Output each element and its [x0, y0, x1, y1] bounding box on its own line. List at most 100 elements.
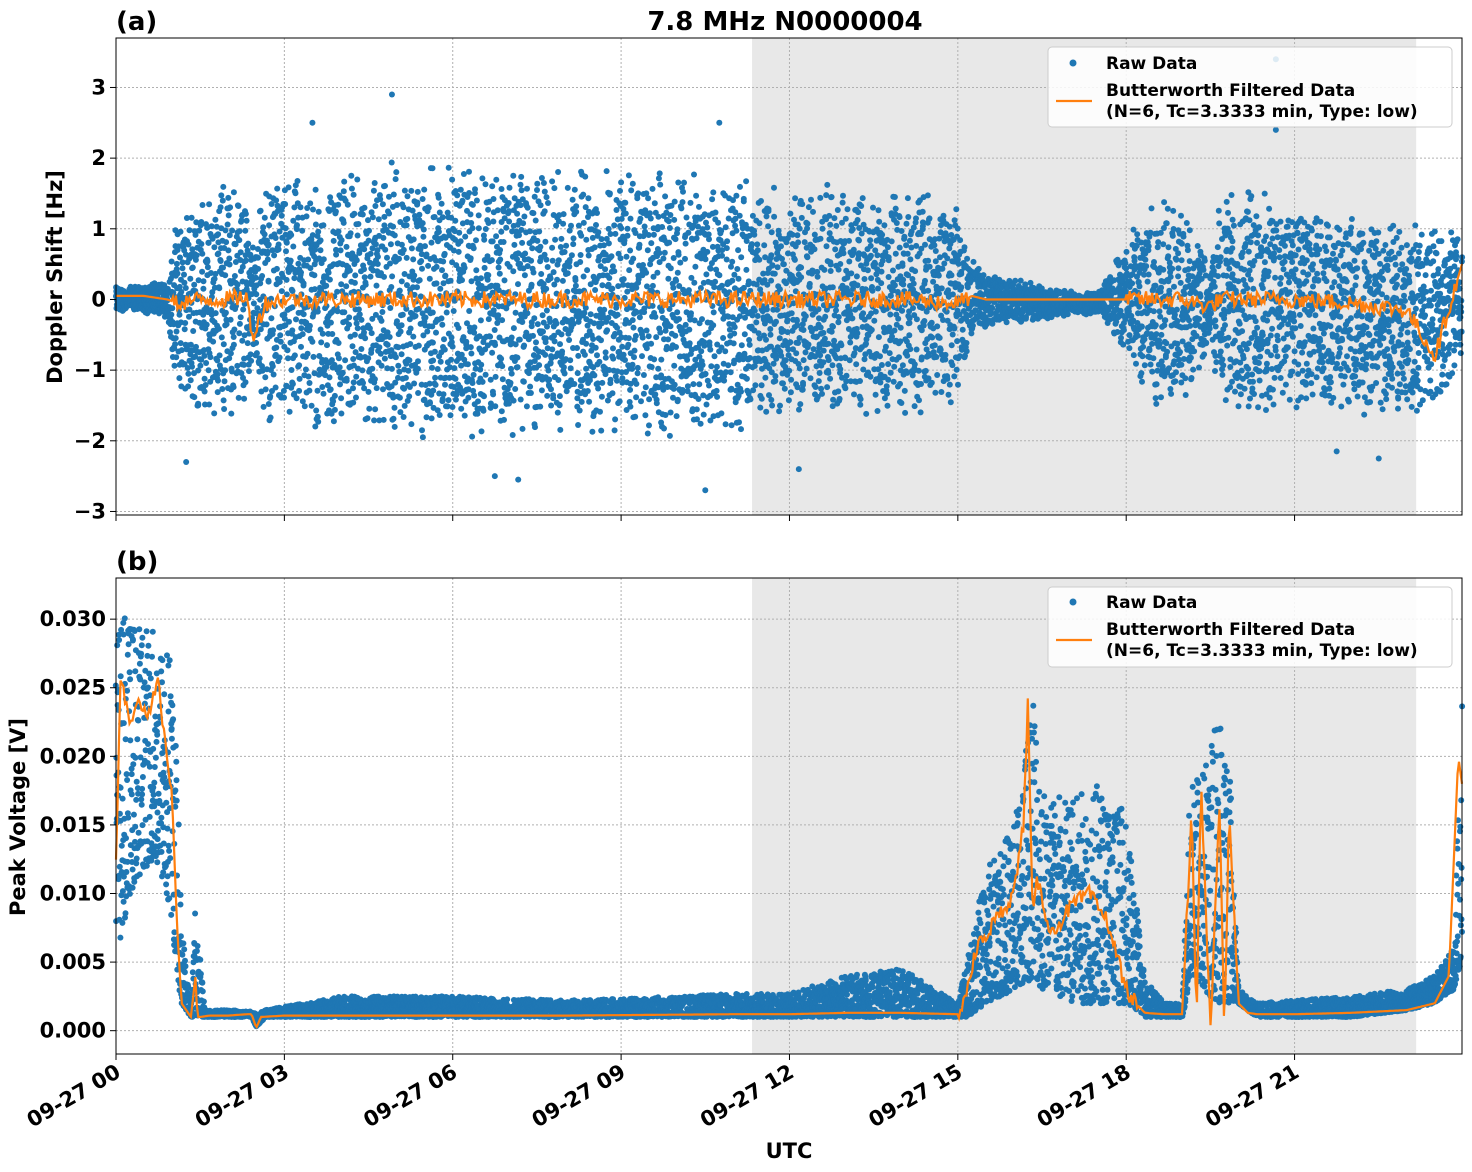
- raw-data-point: [330, 418, 337, 425]
- raw-data-point: [261, 214, 268, 221]
- raw-data-point: [851, 391, 857, 398]
- raw-data-point: [505, 200, 512, 206]
- raw-data-point: [316, 255, 323, 262]
- raw-data-point: [560, 364, 567, 371]
- raw-data-point: [938, 285, 945, 292]
- raw-data-point: [417, 293, 424, 300]
- raw-data-point: [391, 232, 398, 239]
- raw-data-point: [842, 215, 849, 222]
- raw-data-point: [888, 238, 895, 245]
- raw-data-point: [657, 329, 664, 336]
- raw-data-point: [293, 316, 299, 323]
- raw-data-point: [712, 209, 719, 216]
- raw-data-point: [250, 300, 257, 307]
- raw-data-point: [649, 282, 656, 289]
- raw-data-point: [176, 311, 183, 318]
- raw-data-point: [493, 176, 500, 183]
- raw-data-point: [634, 364, 641, 371]
- raw-data-point: [649, 302, 656, 309]
- raw-data-point: [873, 271, 880, 278]
- raw-data-point: [299, 331, 306, 338]
- raw-data-point: [171, 362, 178, 369]
- raw-data-point: [820, 347, 827, 354]
- raw-data-point: [415, 390, 422, 396]
- raw-data-point: [754, 247, 761, 254]
- raw-data-point: [598, 337, 604, 344]
- raw-data-point: [602, 266, 609, 273]
- raw-data-point: [585, 252, 592, 259]
- raw-data-point: [627, 386, 634, 393]
- raw-data-point: [181, 271, 187, 278]
- raw-data-point: [315, 208, 322, 215]
- raw-data-point: [893, 220, 900, 226]
- raw-data-point: [667, 212, 674, 218]
- raw-data-point: [648, 364, 655, 370]
- raw-data-point: [360, 380, 366, 386]
- raw-data-point: [382, 182, 388, 189]
- raw-data-point: [193, 219, 200, 226]
- raw-data-point: [295, 260, 302, 267]
- raw-data-point: [768, 277, 775, 284]
- raw-data-point: [918, 381, 924, 387]
- raw-data-point: [931, 242, 938, 249]
- raw-data-point: [878, 280, 885, 287]
- raw-data-point: [782, 357, 789, 364]
- raw-data-point: [289, 327, 296, 334]
- raw-data-point: [624, 232, 631, 239]
- raw-data-point: [187, 275, 194, 282]
- raw-data-point: [587, 311, 594, 318]
- raw-data-point: [611, 427, 618, 434]
- raw-data-point: [581, 351, 588, 358]
- raw-data-point: [817, 194, 824, 201]
- raw-data-point: [798, 274, 805, 281]
- raw-data-point: [774, 264, 781, 271]
- raw-data-point: [871, 317, 878, 324]
- raw-data-point: [703, 271, 710, 278]
- raw-data-point: [887, 311, 894, 318]
- raw-data-point: [666, 432, 673, 439]
- raw-data-point: [262, 374, 269, 381]
- raw-data-point: [376, 344, 383, 351]
- raw-data-point: [404, 215, 411, 222]
- raw-data-point: [307, 265, 314, 272]
- raw-data-point: [495, 264, 502, 271]
- raw-data-point: [238, 217, 245, 224]
- raw-data-point: [643, 327, 650, 334]
- raw-data-point: [961, 244, 968, 251]
- raw-data-point: [718, 410, 725, 417]
- raw-data-point: [683, 214, 690, 221]
- raw-data-point: [222, 367, 229, 374]
- raw-data-point: [553, 320, 560, 327]
- raw-data-point: [243, 217, 250, 224]
- raw-data-point: [645, 333, 652, 340]
- raw-data-point: [848, 270, 855, 277]
- raw-data-point: [216, 285, 223, 292]
- raw-data-point: [475, 398, 481, 405]
- raw-data-point: [498, 228, 505, 235]
- raw-data-point: [269, 363, 276, 370]
- raw-data-point: [730, 340, 737, 347]
- raw-data-point: [891, 327, 898, 334]
- raw-data-point: [824, 384, 831, 391]
- raw-data-point: [892, 250, 899, 257]
- raw-data-point: [470, 371, 477, 378]
- raw-data-point: [944, 375, 951, 382]
- raw-data-point: [289, 304, 296, 311]
- raw-data-point: [494, 207, 501, 214]
- raw-data-point: [722, 421, 729, 428]
- raw-data-point: [532, 217, 539, 224]
- raw-data-point: [1022, 315, 1029, 322]
- raw-data-point: [528, 281, 535, 288]
- raw-data-point: [419, 196, 426, 202]
- raw-data-point: [190, 328, 197, 334]
- raw-data-point: [556, 402, 563, 409]
- raw-data-point: [659, 224, 666, 230]
- raw-data-point: [241, 395, 248, 402]
- raw-data-point: [366, 227, 372, 234]
- raw-data-point: [631, 354, 637, 361]
- raw-data-point: [751, 231, 758, 238]
- raw-data-point: [921, 318, 928, 324]
- raw-data-point: [358, 346, 365, 352]
- raw-data-point: [723, 256, 730, 263]
- raw-data-point: [438, 200, 445, 207]
